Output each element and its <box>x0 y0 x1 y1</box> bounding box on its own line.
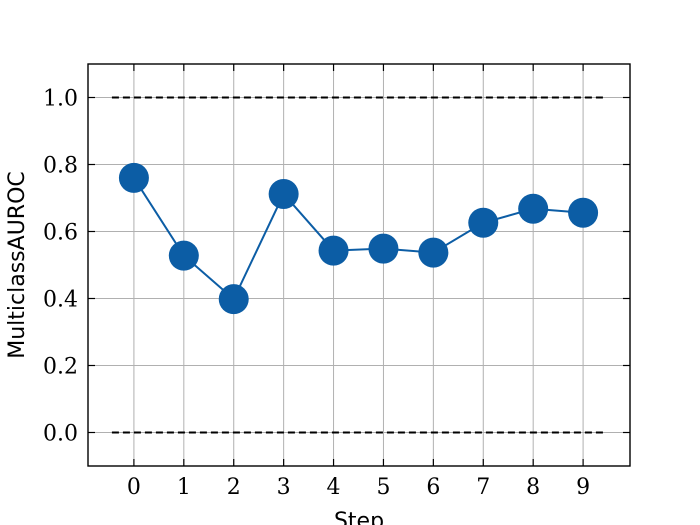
line <box>133 177 584 301</box>
marker <box>268 178 299 209</box>
marker <box>218 284 249 315</box>
y-tick-label: 0.6 <box>43 221 78 246</box>
x-axis-label: Step <box>334 509 384 525</box>
marker <box>518 193 549 224</box>
x-tick-label: 9 <box>576 475 590 500</box>
x-tick-label: 8 <box>526 475 540 500</box>
marker <box>568 197 599 228</box>
x-tick-label: 4 <box>327 475 341 500</box>
x-tick-label: 6 <box>426 475 440 500</box>
marker <box>368 233 399 264</box>
marker <box>468 207 499 238</box>
y-tick-label: 0.4 <box>43 288 78 313</box>
x-tick-label: 0 <box>127 475 141 500</box>
y-axis-label: MulticlassAUROC <box>5 171 30 359</box>
x-tick-label: 3 <box>277 475 291 500</box>
y-tick-label: 0.2 <box>43 355 78 380</box>
x-tick-label: 5 <box>376 475 390 500</box>
y-tick-label: 1.0 <box>43 87 78 112</box>
y-tick-label: 0.8 <box>43 154 78 179</box>
marker <box>168 240 199 271</box>
x-tick-label: 2 <box>227 475 241 500</box>
x-tick-label: 7 <box>476 475 490 500</box>
marker <box>318 235 349 266</box>
x-tick-label: 1 <box>177 475 191 500</box>
marker <box>418 237 449 268</box>
y-tick-label: 0.0 <box>43 422 78 447</box>
marker <box>118 162 149 193</box>
plot-frame <box>87 63 631 467</box>
